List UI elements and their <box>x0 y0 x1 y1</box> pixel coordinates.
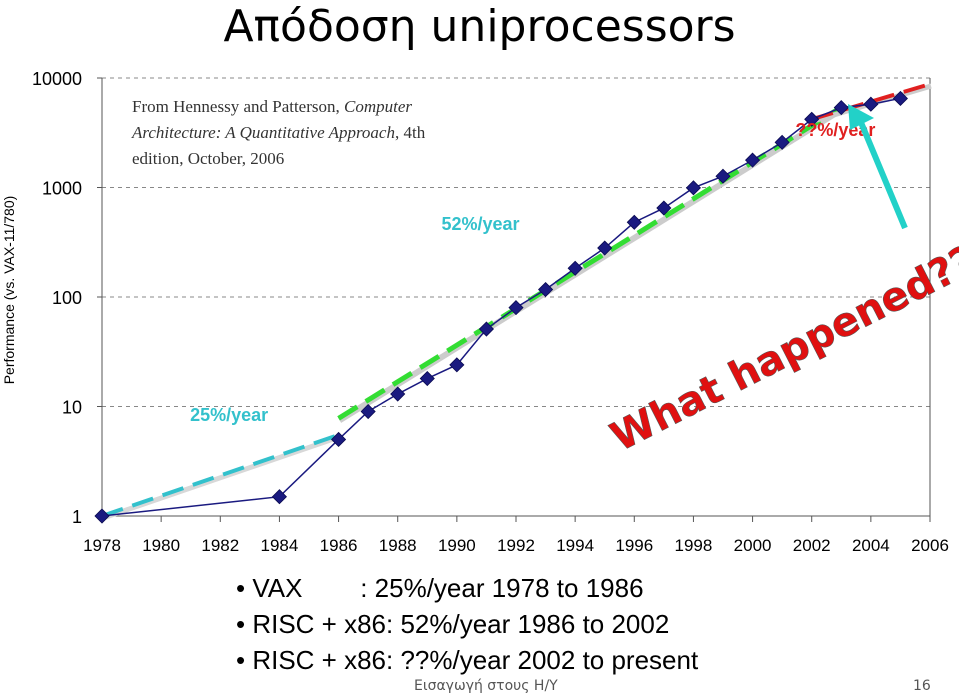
data-point-marker <box>419 370 435 387</box>
data-point-marker <box>508 300 524 316</box>
y-tick-label: 1000 <box>42 179 82 199</box>
x-tick-label: 1994 <box>556 536 594 555</box>
data-point-marker <box>360 403 376 420</box>
x-tick-labels: 1978 1980 1982 1984 1986 1988 1990 1992 1994 1996… <box>83 536 949 555</box>
x-tick-label: 1998 <box>675 536 713 555</box>
bullet-vax: • VAX : 25%/year 1978 to 1986 <box>236 573 644 603</box>
data-point-marker <box>892 90 908 107</box>
bullet-risc-52: • RISC + x86: 52%/year 1986 to 2002 <box>236 609 670 639</box>
performance-series <box>101 97 901 517</box>
performance-chart: 1 10 100 1000 10000 1978 1980 1982 1984 1986 1988… <box>1 69 959 555</box>
data-point-marker <box>567 260 583 276</box>
data-point-marker <box>390 386 406 402</box>
y-axis-label: Performance (vs. VAX-11/780) <box>1 196 17 385</box>
x-tick-label: 1978 <box>83 536 121 555</box>
axes <box>97 77 931 522</box>
y-tick-label: 1 <box>72 507 82 527</box>
vax-trend-line-shadow <box>102 434 341 521</box>
data-point-marker <box>833 100 849 116</box>
data-point-marker <box>656 200 672 216</box>
source-note-line-2: Architecture: A Quantitative Approach <box>131 123 395 142</box>
source-note: From Hennessy and Patterson, Computer Ar… <box>131 97 429 168</box>
data-point-marker <box>449 357 465 373</box>
y-tick-label: 10 <box>62 398 82 418</box>
data-point-marker <box>538 281 554 298</box>
source-note-line-1: From Hennessy and Patterson, <box>132 97 344 116</box>
data-point-marker <box>863 96 879 112</box>
x-tick-label: 1996 <box>615 536 653 555</box>
data-point-marker <box>774 134 790 150</box>
what-happened-annotation: What happened???? <box>604 216 959 461</box>
x-tick-label: 1984 <box>261 536 299 555</box>
annotation-arrow <box>848 104 908 230</box>
page-number: 16 <box>913 678 931 694</box>
data-markers <box>94 90 908 524</box>
x-tick-label: 2000 <box>734 536 772 555</box>
data-point-marker <box>597 240 613 256</box>
data-point-marker <box>685 180 701 196</box>
footer-course: Εισαγωγή στους Η/Υ <box>414 678 558 694</box>
x-tick-label: 2006 <box>911 536 949 555</box>
x-tick-label: 1980 <box>142 536 180 555</box>
x-tick-label: 2004 <box>852 536 890 555</box>
x-tick-label: 1990 <box>438 536 476 555</box>
x-tick-label: 2002 <box>793 536 831 555</box>
source-note-line-3: edition, October, 2006 <box>132 149 284 168</box>
y-tick-label: 10000 <box>32 69 82 89</box>
y-tick-labels: 1 10 100 1000 10000 <box>32 69 82 527</box>
data-point-marker <box>804 111 820 127</box>
x-tick-label: 1992 <box>497 536 535 555</box>
risc-trend-label: 52%/year <box>441 214 519 234</box>
y-tick-label: 100 <box>52 288 82 308</box>
bullet-risc-recent: • RISC + x86: ??%/year 2002 to present <box>236 645 699 675</box>
x-tick-label: 1982 <box>201 536 239 555</box>
x-tick-label: 1986 <box>320 536 358 555</box>
vax-trend-line <box>101 433 340 518</box>
slide-footer: Εισαγωγή στους Η/Υ 16 <box>0 676 959 698</box>
data-point-marker <box>745 152 761 168</box>
x-tick-label: 1988 <box>379 536 417 555</box>
bullet-list: • VAX : 25%/year 1978 to 1986 • RISC + x… <box>236 570 698 678</box>
data-point-marker <box>94 508 110 524</box>
data-point-marker <box>478 321 494 337</box>
data-point-marker <box>331 431 347 448</box>
source-note-edition: , 4th <box>395 123 426 142</box>
source-note-book-title: Computer <box>344 97 412 116</box>
performance-line <box>101 97 901 517</box>
grid-lines <box>102 77 930 407</box>
data-point-marker <box>271 489 287 505</box>
data-point-marker <box>715 168 731 184</box>
recent-trend-line <box>811 82 931 122</box>
vax-trend-label: 25%/year <box>190 405 268 425</box>
slide-title: Απόδοση uniprocessors <box>223 1 736 52</box>
data-point-marker <box>626 214 642 230</box>
